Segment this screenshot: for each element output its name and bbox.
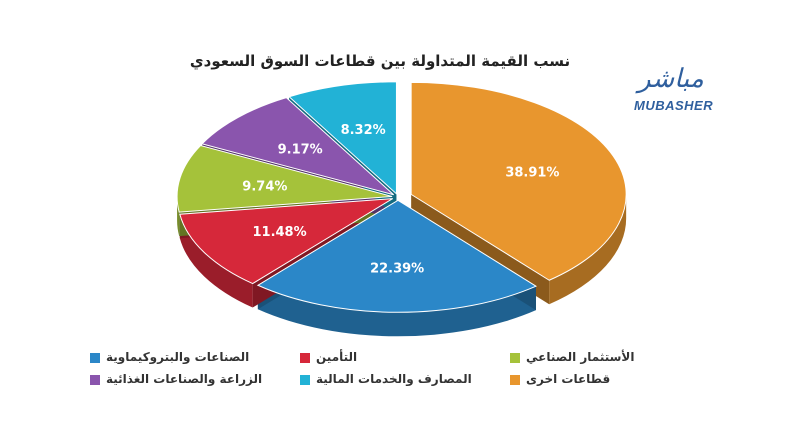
pie-slice xyxy=(256,199,538,313)
slice-value-label: 9.74% xyxy=(242,179,287,194)
logo-arabic-text: مباشر xyxy=(638,64,704,94)
pie-slice xyxy=(201,97,394,196)
slice-value-label: 11.48% xyxy=(252,225,306,240)
pie-tops: 38.91% 22.39% 11.48% 9.74% 9.17% 8.32% xyxy=(176,81,627,313)
slice-value-label: 38.91% xyxy=(505,165,559,180)
pie-slice xyxy=(410,81,627,281)
slice-value-label: 22.39% xyxy=(370,261,424,276)
pie-slice-side xyxy=(257,285,536,337)
pie-slice-side xyxy=(179,214,253,308)
logo-latin-text: MUBASHER xyxy=(634,98,714,113)
pie-slice-side xyxy=(549,194,627,305)
pie-slice xyxy=(179,198,393,285)
slice-value-label: 9.17% xyxy=(278,142,323,157)
chart-title: نسب القيمة المتداولة بين قطاعات السوق ال… xyxy=(189,52,571,70)
pie-slice xyxy=(288,81,397,195)
pie-slice xyxy=(176,144,393,213)
mubasher-logo: مباشر MUBASHER xyxy=(628,64,728,124)
slice-value-label: 8.32% xyxy=(341,123,386,138)
